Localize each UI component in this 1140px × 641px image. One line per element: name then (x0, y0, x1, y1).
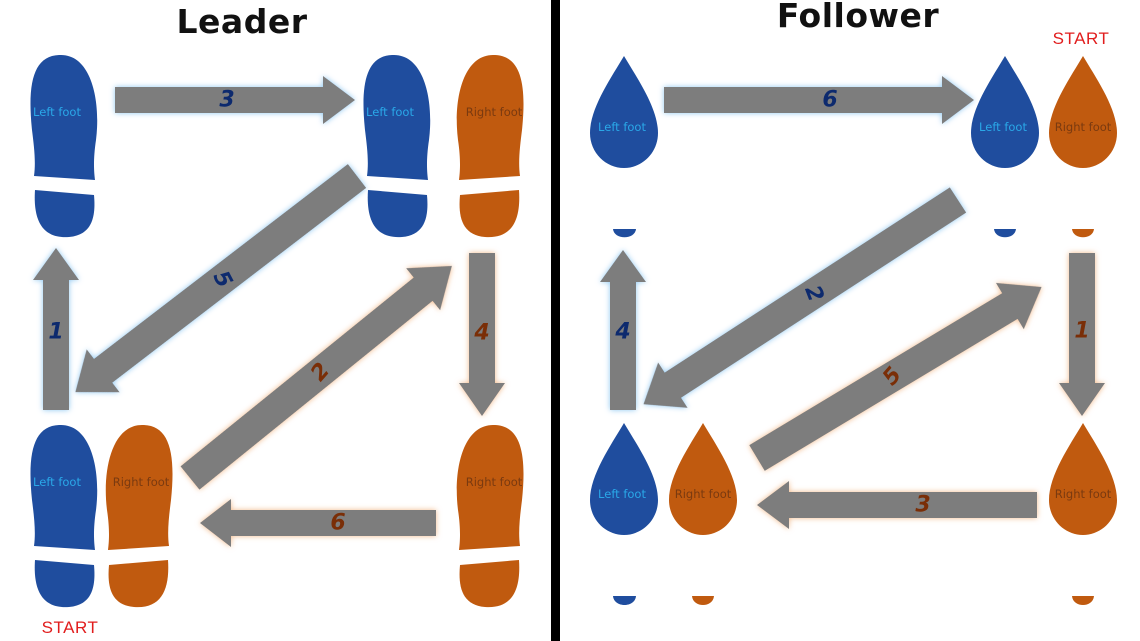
leader-arrow-step-2: 2 (180, 265, 452, 490)
leader-step-6-number: 6 (330, 511, 345, 536)
leader-step-1-number: 1 (48, 320, 63, 345)
leader-step-4-number: 4 (473, 321, 489, 346)
leader-foot-top-left: Left foot (30, 54, 98, 238)
follower-arrow-step-1: 1 (1059, 253, 1105, 416)
leader-arrow-step-6: 6 (200, 499, 436, 547)
follower-step-6-number: 6 (822, 88, 837, 113)
follower-heel-bottom-right (1072, 596, 1094, 605)
foot-label: Right foot (113, 475, 170, 489)
foot-label: Right foot (1055, 120, 1112, 134)
leader-title: Leader (177, 2, 308, 41)
follower-arrow-step-6: 6 (664, 76, 974, 124)
foot-label: Left foot (598, 120, 646, 134)
foot-label: Left foot (598, 487, 646, 501)
follower-panel: Follower START 6 4 2 5 1 3 (590, 0, 1117, 605)
foot-label: Left foot (33, 105, 81, 119)
follower-foot-top-right: Right foot (1049, 56, 1117, 168)
follower-step-1-number: 1 (1074, 319, 1089, 344)
follower-arrow-step-3: 3 (757, 481, 1037, 529)
foot-label: Left foot (366, 105, 414, 119)
leader-arrow-step-1: 1 (33, 248, 79, 410)
follower-foot-top-left: Left foot (590, 56, 658, 168)
follower-heel-bottom-left (613, 596, 636, 605)
follower-foot-bottom-mid: Right foot (669, 423, 737, 535)
leader-start-label: START (42, 618, 99, 637)
follower-heel-top-mid (994, 229, 1016, 238)
follower-foot-bottom-left: Left foot (590, 423, 658, 535)
follower-arrow-step-5: 5 (749, 282, 1042, 471)
leader-arrow-step-5: 5 (75, 164, 367, 393)
leader-foot-bottom-right: Right foot (456, 424, 524, 608)
leader-foot-bottom-mid: Right foot (105, 424, 173, 608)
follower-arrow-step-4: 4 (600, 250, 646, 410)
foot-label: Left foot (979, 120, 1027, 134)
panel-divider (551, 0, 560, 641)
follower-heel-top-right (1072, 229, 1094, 238)
leader-step-3-number: 3 (219, 88, 234, 113)
follower-foot-top-mid: Left foot (971, 56, 1039, 168)
follower-title: Follower (777, 0, 940, 35)
leader-foot-bottom-left: Left foot (30, 424, 98, 608)
foot-label: Right foot (675, 487, 732, 501)
follower-foot-bottom-right: Right foot (1049, 423, 1117, 535)
leader-foot-top-right: Right foot (456, 54, 524, 238)
foot-label: Left foot (33, 475, 81, 489)
foot-label: Right foot (1055, 487, 1112, 501)
foot-label: Right foot (466, 105, 523, 119)
follower-heel-bottom-mid (692, 596, 714, 605)
follower-start-label: START (1053, 29, 1110, 48)
foot-label: Right foot (466, 475, 523, 489)
follower-heel-top-left (613, 229, 636, 238)
follower-step-4-number: 4 (614, 320, 630, 345)
follower-step-3-number: 3 (915, 493, 930, 518)
leader-foot-top-mid: Left foot (363, 54, 431, 238)
follower-arrow-step-2: 2 (643, 187, 967, 408)
leader-panel: Leader 3 1 5 2 4 6 (30, 2, 524, 637)
leader-arrow-step-3: 3 (115, 76, 355, 124)
leader-arrow-step-4: 4 (459, 253, 505, 416)
